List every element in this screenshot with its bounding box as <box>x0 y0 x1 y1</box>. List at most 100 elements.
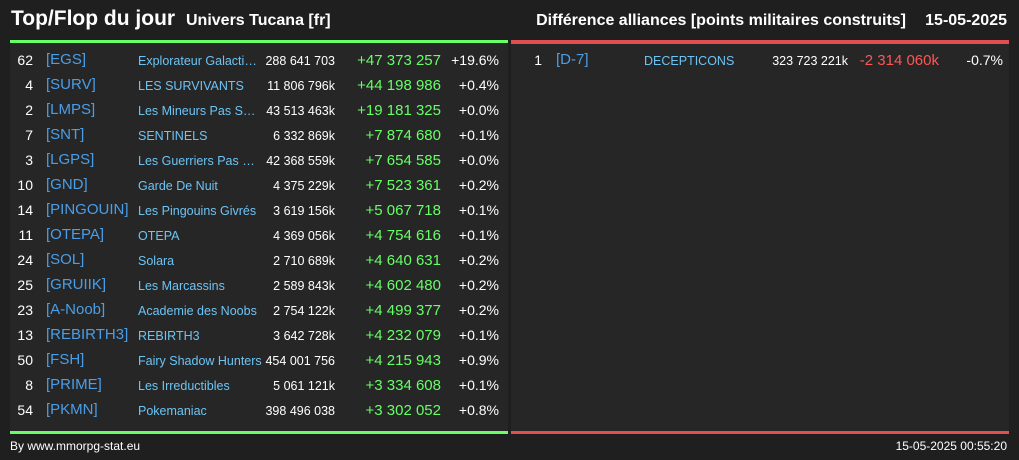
rank-number: 13 <box>17 327 33 343</box>
alliance-points: 6 332 869k <box>273 129 335 143</box>
rank-number: 4 <box>25 77 33 93</box>
rank-number: 50 <box>17 352 33 368</box>
points-delta: +19 181 325 <box>357 102 441 119</box>
alliance-points: 42 368 559k <box>266 154 335 168</box>
alliance-tag-link[interactable]: [EGS] <box>46 51 87 68</box>
delta-percent: +0.2% <box>458 277 499 293</box>
rank-number: 2 <box>25 102 33 118</box>
universe-label: Univers Tucana [fr] <box>186 12 331 29</box>
alliance-tag-link[interactable]: [PKMN] <box>46 401 98 418</box>
alliance-tag-link[interactable]: [PRIME] <box>46 376 102 393</box>
alliance-name-link[interactable]: Les Mineurs Pas Sages <box>138 104 262 118</box>
alliance-name-link[interactable]: OTEPA <box>138 229 180 243</box>
points-delta: +47 373 257 <box>357 52 441 69</box>
alliance-points: 454 001 756 <box>265 354 335 368</box>
delta-percent: +0.8% <box>458 402 499 418</box>
top-panel-accent-top <box>10 40 508 43</box>
alliance-name-link[interactable]: Garde De Nuit <box>138 179 218 193</box>
top-row: 7 [SNT] SENTINELS 6 332 869k +7 874 680 +0.1% <box>10 123 508 148</box>
points-delta: +7 874 680 <box>365 127 442 144</box>
alliance-points: 2 754 122k <box>273 304 335 318</box>
alliance-tag-link[interactable]: [LMPS] <box>46 101 96 118</box>
rank-number: 3 <box>25 152 33 168</box>
alliance-name-link[interactable]: Solara <box>138 254 175 268</box>
rank-number: 10 <box>17 177 33 193</box>
top-row: 11 [OTEPA] OTEPA 4 369 056k +4 754 616 +0.1% <box>10 223 508 248</box>
top-row: 2 [LMPS] Les Mineurs Pas Sages 43 513 463k +… <box>10 98 508 123</box>
alliance-name-link[interactable]: Les Guerriers Pas Sages <box>138 154 262 168</box>
alliance-tag-link[interactable]: [LGPS] <box>46 151 95 168</box>
alliance-tag-link[interactable]: [SURV] <box>46 76 96 93</box>
top-row: 10 [GND] Garde De Nuit 4 375 229k +7 523 361… <box>10 173 508 198</box>
flop-panel-accent-top <box>511 40 1009 43</box>
rank-number: 25 <box>17 277 33 293</box>
alliance-tag-link[interactable]: [GND] <box>46 176 88 193</box>
footer-credit[interactable]: By www.mmorpg-stat.eu <box>10 439 141 453</box>
page-title: Top/Flop du jour <box>11 7 176 30</box>
alliance-name-link[interactable]: Les Marcassins <box>138 279 225 293</box>
top-row: 3 [LGPS] Les Guerriers Pas Sages 42 368 559… <box>10 148 508 173</box>
alliance-tag-link[interactable]: [FSH] <box>46 351 85 368</box>
points-delta: +4 754 616 <box>365 227 442 244</box>
alliance-points: 4 375 229k <box>273 179 335 193</box>
points-delta: +4 215 943 <box>365 352 442 369</box>
alliance-points: 5 061 121k <box>273 379 335 393</box>
top-panel: 62 [EGS] Explorateur Galactique 288 641 703… <box>10 40 508 434</box>
alliance-tag-link[interactable]: [A-Noob] <box>46 301 106 318</box>
top-row: 62 [EGS] Explorateur Galactique 288 641 703… <box>10 48 508 73</box>
top-row: 13 [REBIRTH3] REBIRTH3 3 642 728k +4 232 079… <box>10 323 508 348</box>
alliance-name-link[interactable]: Academie des Noobs <box>138 304 257 318</box>
alliance-points: 3 619 156k <box>273 204 335 218</box>
delta-percent: +0.1% <box>458 377 499 393</box>
top-panel-accent-bottom <box>10 431 508 434</box>
delta-percent: -0.7% <box>966 52 1003 68</box>
top-row: 54 [PKMN] Pokemaniac 398 496 038 +3 302 052 +… <box>10 398 508 423</box>
rank-number: 8 <box>25 377 33 393</box>
delta-percent: +0.4% <box>458 77 499 93</box>
rank-number: 23 <box>17 302 33 318</box>
points-delta: +4 232 079 <box>365 327 442 344</box>
alliance-tag-link[interactable]: [GRUIIK] <box>46 276 107 293</box>
top-row: 23 [A-Noob] Academie des Noobs 2 754 122k +4… <box>10 298 508 323</box>
delta-percent: +0.2% <box>458 177 499 193</box>
alliance-name-link[interactable]: REBIRTH3 <box>138 329 200 343</box>
points-delta: +4 499 377 <box>365 302 442 319</box>
top-row: 4 [SURV] LES SURVIVANTS 11 806 796k +44 198 … <box>10 73 508 98</box>
alliance-name-link[interactable]: Explorateur Galactique <box>138 54 262 68</box>
alliance-name-link[interactable]: Fairy Shadow Hunters <box>138 354 262 368</box>
alliance-name-link[interactable]: Pokemaniac <box>138 404 207 418</box>
points-delta: +7 523 361 <box>365 177 442 194</box>
flop-panel: 1 [D-7] DECEPTICONS 323 723 221k -2 314 060k… <box>511 40 1009 434</box>
alliance-points: 11 806 796k <box>267 79 335 93</box>
points-delta: +4 640 631 <box>365 252 442 269</box>
alliance-name-link[interactable]: LES SURVIVANTS <box>138 79 244 93</box>
alliance-name-link[interactable]: DECEPTICONS <box>644 54 735 68</box>
alliance-tag-link[interactable]: [SNT] <box>46 126 85 143</box>
alliance-points: 323 723 221k <box>772 54 848 68</box>
points-delta: -2 314 060k <box>859 52 939 69</box>
alliance-tag-link[interactable]: [OTEPA] <box>46 226 105 243</box>
alliance-tag-link[interactable]: [D-7] <box>556 51 589 68</box>
rank-number: 1 <box>534 52 542 68</box>
alliance-points: 398 496 038 <box>265 404 335 418</box>
alliance-tag-link[interactable]: [PINGOUIN] <box>46 201 129 218</box>
top-row: 8 [PRIME] Les Irreductibles 5 061 121k +3 33… <box>10 373 508 398</box>
top-row: 14 [PINGOUIN] Les Pingouins Givrés 3 619 15… <box>10 198 508 223</box>
date-label: 15-05-2025 <box>925 12 1007 29</box>
alliance-name-link[interactable]: Les Irreductibles <box>138 379 230 393</box>
delta-percent: +0.2% <box>458 302 499 318</box>
delta-percent: +19.6% <box>451 52 499 68</box>
delta-percent: +0.1% <box>458 202 499 218</box>
header: Top/Flop du jour Univers Tucana [fr] Dif… <box>0 0 1019 40</box>
rank-number: 54 <box>17 402 33 418</box>
rank-number: 62 <box>17 52 33 68</box>
delta-percent: +0.1% <box>458 127 499 143</box>
points-delta: +7 654 585 <box>365 152 442 169</box>
alliance-name-link[interactable]: SENTINELS <box>138 129 208 143</box>
alliance-tag-link[interactable]: [SOL] <box>46 251 85 268</box>
points-delta: +44 198 986 <box>357 77 441 94</box>
alliance-points: 2 710 689k <box>273 254 335 268</box>
alliance-tag-link[interactable]: [REBIRTH3] <box>46 326 129 343</box>
alliance-name-link[interactable]: Les Pingouins Givrés <box>138 204 257 218</box>
